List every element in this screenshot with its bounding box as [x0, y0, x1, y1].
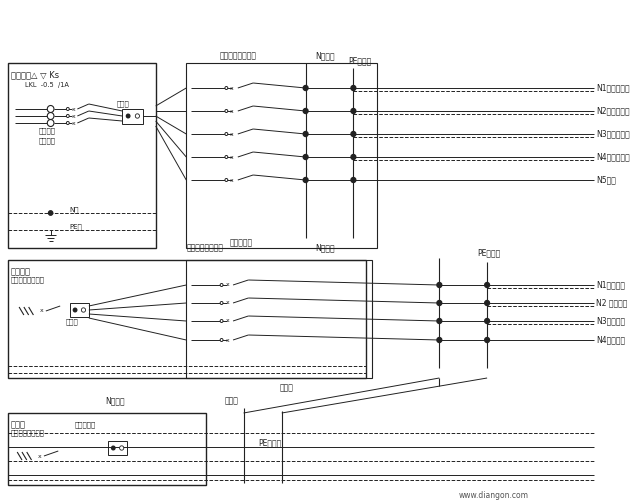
Text: x: x	[225, 318, 229, 323]
Text: x: x	[230, 154, 234, 159]
Circle shape	[47, 106, 54, 113]
Text: N线端子: N线端子	[316, 51, 335, 60]
Circle shape	[220, 319, 223, 322]
Circle shape	[351, 178, 356, 183]
Circle shape	[66, 122, 69, 125]
Text: x: x	[38, 454, 42, 459]
Text: 断路器: 断路器	[280, 383, 293, 392]
Text: N2至分配电箱: N2至分配电箱	[596, 107, 630, 116]
Circle shape	[437, 318, 442, 323]
Text: 漏电断路器: 漏电断路器	[74, 422, 96, 429]
Circle shape	[220, 284, 223, 287]
Circle shape	[437, 283, 442, 288]
Text: LKL  -0.5  /1A: LKL -0.5 /1A	[25, 82, 69, 88]
Text: N线端子: N线端子	[105, 396, 125, 405]
Circle shape	[225, 87, 228, 90]
Text: x: x	[225, 283, 229, 288]
Circle shape	[437, 300, 442, 305]
Bar	[69, 303, 89, 317]
Text: 断路器: 断路器	[117, 101, 129, 107]
Text: N线端子: N线端子	[316, 243, 335, 253]
Circle shape	[220, 301, 223, 304]
Circle shape	[220, 339, 223, 342]
Text: 防护型式隔离开关: 防护型式隔离开关	[11, 277, 45, 283]
Text: PE线: PE线	[69, 224, 83, 230]
Circle shape	[225, 110, 228, 113]
Text: N1至分配电箱: N1至分配电箱	[596, 83, 630, 93]
Circle shape	[120, 446, 124, 450]
Text: x: x	[230, 86, 234, 91]
Circle shape	[304, 131, 308, 136]
Circle shape	[49, 211, 53, 215]
Circle shape	[304, 154, 308, 159]
Text: 漏电断路器: 漏电断路器	[229, 238, 252, 247]
Bar	[8, 63, 156, 248]
Text: 防护型式隔离开关: 防护型式隔离开关	[11, 430, 45, 436]
Text: PE线端子: PE线端子	[258, 439, 281, 448]
Text: x: x	[72, 114, 76, 119]
Text: N2 至开关箱: N2 至开关箱	[596, 298, 627, 307]
Text: x: x	[230, 131, 234, 136]
Circle shape	[437, 338, 442, 343]
Circle shape	[351, 109, 356, 114]
Circle shape	[351, 86, 356, 91]
Circle shape	[485, 300, 490, 305]
Circle shape	[81, 308, 86, 312]
Circle shape	[304, 86, 308, 91]
Circle shape	[304, 109, 308, 114]
Circle shape	[225, 155, 228, 158]
Text: N3至分配电箱: N3至分配电箱	[596, 129, 630, 138]
Circle shape	[47, 120, 54, 126]
Text: x: x	[230, 109, 234, 114]
Circle shape	[126, 114, 130, 118]
Text: 总配电箱△ ▽ Ks: 总配电箱△ ▽ Ks	[11, 70, 59, 79]
Text: N3至开关箱: N3至开关箱	[596, 316, 625, 325]
Circle shape	[66, 115, 69, 118]
Circle shape	[47, 113, 54, 120]
Circle shape	[225, 132, 228, 135]
Circle shape	[485, 283, 490, 288]
Text: PE线端子: PE线端子	[478, 248, 501, 258]
Text: 防护型式: 防护型式	[38, 128, 55, 134]
Circle shape	[225, 179, 228, 182]
Circle shape	[66, 108, 69, 111]
Bar	[186, 260, 372, 378]
Circle shape	[485, 318, 490, 323]
Circle shape	[73, 308, 77, 312]
Text: x: x	[225, 300, 229, 305]
Text: N线: N线	[69, 207, 80, 213]
Text: 隔离开关: 隔离开关	[38, 138, 55, 144]
Text: www.diangon.com: www.diangon.com	[459, 490, 528, 499]
Text: x: x	[230, 178, 234, 183]
Circle shape	[351, 131, 356, 136]
Circle shape	[135, 114, 139, 118]
Text: x: x	[72, 121, 76, 126]
Circle shape	[112, 446, 115, 450]
Circle shape	[485, 338, 490, 343]
Text: N4至开关箱: N4至开关箱	[596, 336, 625, 345]
Circle shape	[304, 178, 308, 183]
Text: N4至分配电箱: N4至分配电箱	[596, 152, 630, 161]
Text: N1至开关箱: N1至开关箱	[596, 281, 625, 290]
Bar	[8, 260, 366, 378]
Bar	[108, 441, 127, 455]
Bar	[186, 63, 377, 248]
Text: x: x	[225, 338, 229, 343]
Text: x: x	[40, 308, 44, 313]
Text: N5照明: N5照明	[596, 176, 616, 185]
Circle shape	[351, 154, 356, 159]
Text: PE线端子: PE线端子	[348, 56, 372, 65]
Text: 开关箱: 开关箱	[11, 420, 25, 429]
Text: 防护型式隔离开关: 防护型式隔离开关	[220, 51, 257, 60]
Text: 断路器: 断路器	[225, 396, 239, 405]
Text: 分配电箱: 分配电箱	[11, 267, 30, 276]
Text: 断路器: 断路器	[65, 319, 78, 325]
Text: 防护型式隔离开关: 防护型式隔离开关	[186, 243, 223, 253]
Bar	[122, 109, 143, 124]
Bar	[8, 413, 206, 485]
Text: x: x	[72, 107, 76, 112]
